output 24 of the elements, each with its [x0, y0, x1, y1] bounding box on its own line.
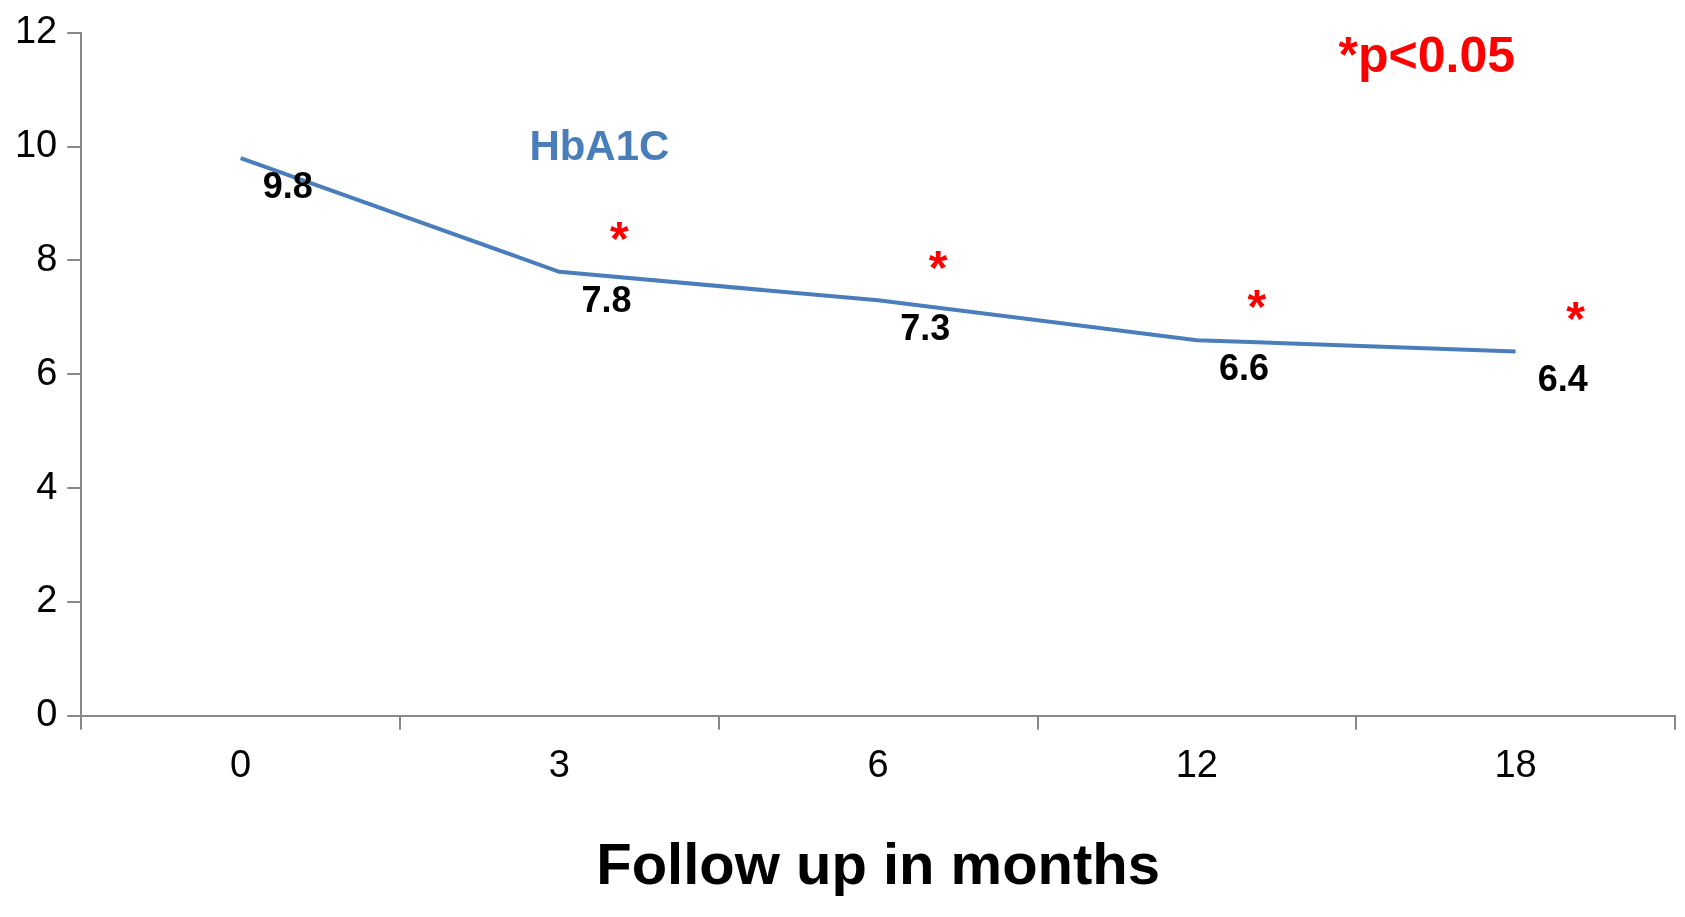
y-tick-label: 0 — [36, 692, 58, 735]
y-tick-label: 4 — [36, 464, 58, 507]
annotation: * — [610, 212, 630, 266]
annotation: * — [1566, 291, 1586, 345]
x-axis-title: Follow up in months — [596, 831, 1161, 897]
x-tick-label: 3 — [548, 743, 570, 786]
data-label: 6.6 — [1218, 347, 1269, 389]
y-tick-label: 10 — [14, 123, 58, 166]
x-tick-label: 6 — [867, 743, 889, 786]
data-label: 7.3 — [900, 307, 951, 349]
x-tick-label: 18 — [1494, 743, 1537, 786]
annotation: * — [1247, 280, 1267, 334]
annotation: * — [928, 240, 948, 294]
data-label: 9.8 — [262, 164, 313, 206]
y-tick-label: 2 — [36, 578, 58, 621]
x-tick-label: 12 — [1175, 743, 1219, 786]
text: HbA1C — [529, 121, 670, 169]
x-tick-label: 0 — [230, 743, 252, 786]
y-tick-label: 12 — [14, 9, 58, 52]
data-label: 7.8 — [581, 278, 632, 320]
data-label: 6.4 — [1537, 358, 1588, 400]
annotation: *p<0.05 — [1338, 26, 1515, 83]
y-tick-label: 6 — [36, 350, 58, 393]
y-tick-label: 8 — [36, 236, 58, 279]
